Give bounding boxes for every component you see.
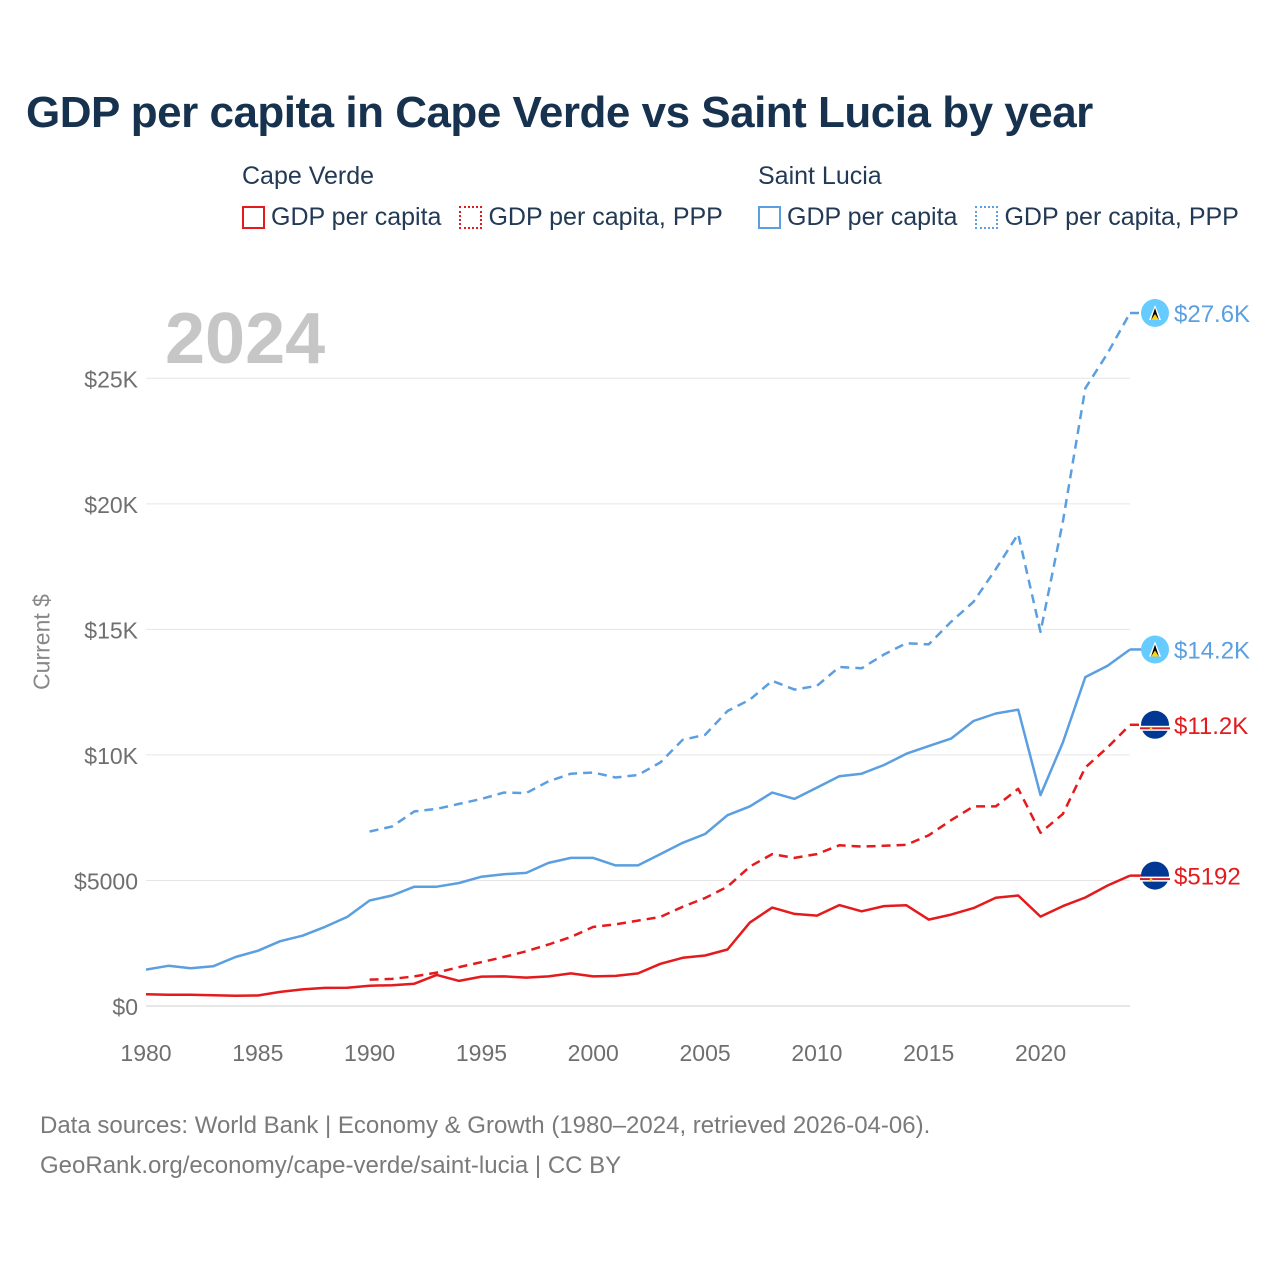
legend-swatch-solid-blue-icon [758,206,781,229]
y-tick-label: $15K [84,617,138,643]
legend-country-cape-verde: Cape Verde [242,162,375,190]
y-tick-label: $10K [84,743,138,769]
series-end-value-label: $5192 [1174,864,1241,891]
x-tick-label: 2020 [1015,1040,1066,1066]
flag-triangle [1151,650,1159,657]
data-source-text: Data sources: World Bank | Economy & Gro… [40,1112,931,1139]
series-end-value-label: $14.2K [1174,637,1250,664]
flag-star [1149,727,1153,731]
source-link[interactable]: GeoRank.org/economy/cape-verde/saint-luc… [40,1152,622,1179]
x-tick-label: 1990 [344,1040,395,1066]
y-tick-label: $5000 [74,868,138,894]
legend-label: GDP per capita [271,203,442,231]
legend-swatch-dotted-blue-icon [975,206,999,229]
legend-label: GDP per capita, PPP [1004,203,1239,231]
legend-item-cape-verde-gdp-ppp[interactable]: GDP per capita, PPP [459,203,723,232]
legend-label: GDP per capita, PPP [488,203,723,231]
flag-background [1141,710,1169,739]
series-line [145,874,1131,997]
legend-item-cape-verde-gdp[interactable]: GDP per capita [242,203,441,232]
current-year-label: 2024 [165,299,326,379]
series-line [145,648,1131,971]
series-end-value-label: $11.2K [1174,713,1248,740]
x-tick-label: 2010 [791,1040,842,1066]
y-tick-label: $25K [84,366,138,392]
legend-label: GDP per capita [787,203,958,231]
flag-background [1141,861,1169,890]
legend-item-saint-lucia-gdp-ppp[interactable]: GDP per capita, PPP [975,203,1239,232]
x-tick-label: 2015 [903,1040,954,1066]
x-tick-label: 1995 [456,1040,507,1066]
legend-swatch-solid-red-icon [242,206,265,229]
legend-swatch-dotted-red-icon [459,206,483,229]
legend-item-saint-lucia-gdp[interactable]: GDP per capita [758,203,957,232]
series-line [369,723,1131,981]
flag-stripe [1140,727,1170,730]
saint-lucia-flag-icon [1141,299,1169,327]
y-tick-label: $0 [112,994,138,1020]
legend-group-cape-verde: Cape Verde GDP per capita GDP per capita… [242,162,723,232]
y-tick-label: $20K [84,492,138,518]
flag-triangle [1151,314,1159,320]
series-end-value-label: $27.6K [1174,301,1250,328]
cape-verde-flag-icon [1140,861,1170,890]
footer: Data sources: World Bank | Economy & Gro… [40,1106,930,1186]
series-line [369,312,1132,833]
x-tick-label: 2005 [680,1040,731,1066]
legend-group-saint-lucia: Saint Lucia GDP per capita GDP per capit… [758,162,1239,232]
x-tick-label: 2000 [568,1040,619,1066]
chart-title: GDP per capita in Cape Verde vs Saint Lu… [26,88,1093,137]
saint-lucia-flag-icon [1141,635,1169,664]
legend-country-saint-lucia: Saint Lucia [758,162,882,190]
cape-verde-flag-icon [1140,710,1170,739]
flag-star [1149,878,1153,881]
x-tick-label: 1985 [232,1040,283,1066]
x-tick-label: 1980 [120,1040,171,1066]
flag-stripe [1140,878,1170,881]
